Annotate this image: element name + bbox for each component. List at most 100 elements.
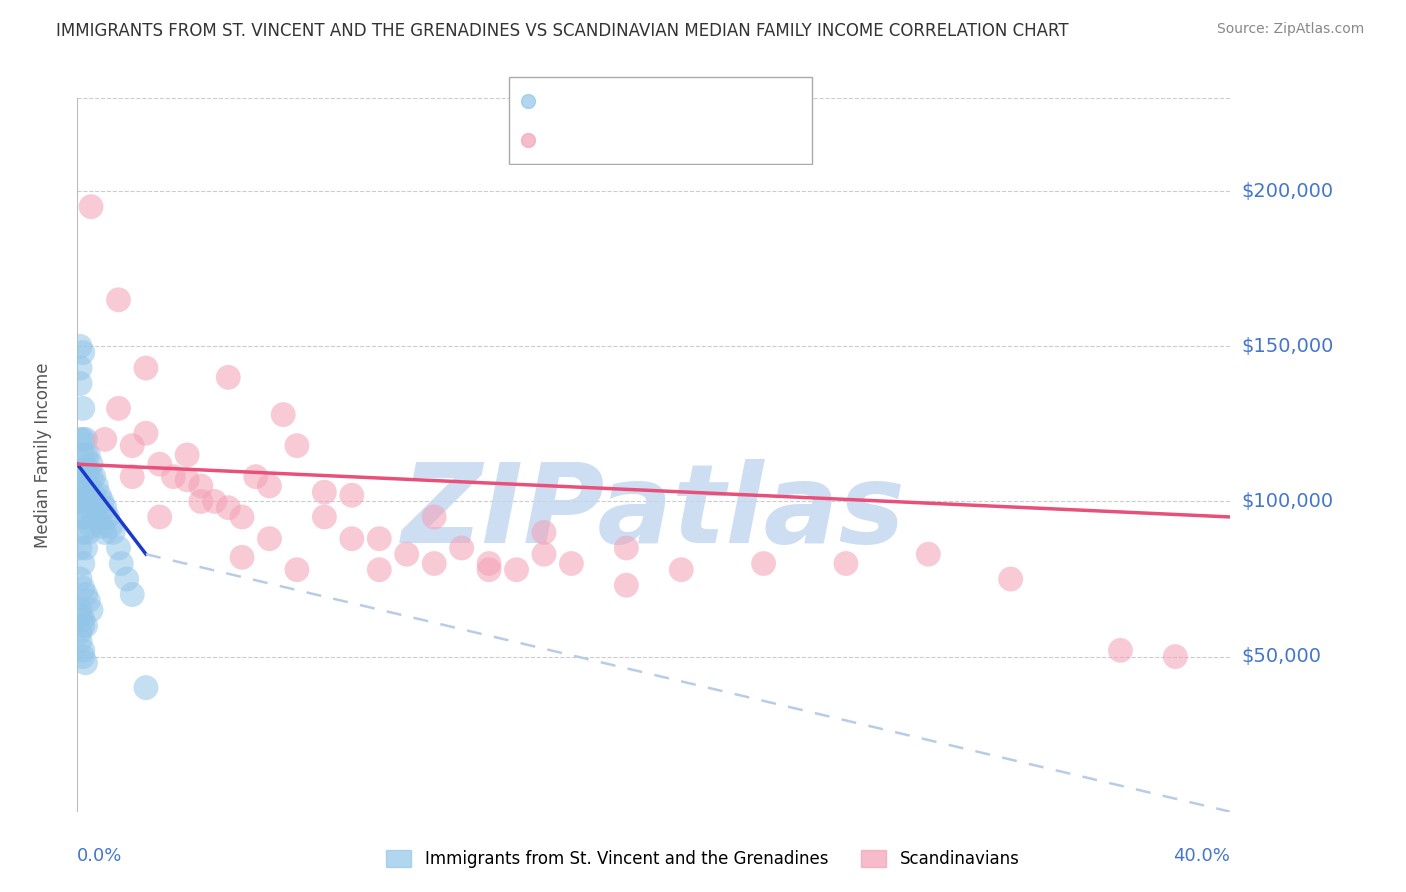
Point <box>176 448 198 462</box>
Point <box>285 439 308 453</box>
Point <box>121 439 143 453</box>
Text: IMMIGRANTS FROM ST. VINCENT AND THE GRENADINES VS SCANDINAVIAN MEDIAN FAMILY INC: IMMIGRANTS FROM ST. VINCENT AND THE GREN… <box>56 22 1069 40</box>
Point <box>80 200 103 214</box>
Point <box>1000 572 1022 586</box>
Point <box>75 510 97 524</box>
Text: N =: N = <box>676 92 713 110</box>
Point <box>83 469 105 483</box>
Point <box>69 361 91 376</box>
Point <box>75 618 97 632</box>
Text: -0.153: -0.153 <box>586 92 645 110</box>
Point <box>135 361 157 376</box>
Point <box>72 479 94 493</box>
Point <box>91 494 114 508</box>
Point <box>516 94 538 108</box>
Point <box>72 401 94 416</box>
Point <box>533 525 555 540</box>
Point <box>98 519 121 533</box>
Point <box>75 656 97 670</box>
Point <box>395 547 418 561</box>
Text: $100,000: $100,000 <box>1241 492 1333 511</box>
Point <box>516 133 538 147</box>
Point <box>80 469 103 483</box>
Point <box>69 494 91 508</box>
Point <box>259 532 281 546</box>
Point <box>77 448 100 462</box>
Point <box>72 649 94 664</box>
Point <box>671 563 693 577</box>
Point <box>423 557 446 571</box>
Point <box>72 557 94 571</box>
Legend: Immigrants from St. Vincent and the Grenadines, Scandinavians: Immigrants from St. Vincent and the Gren… <box>380 843 1026 875</box>
Point <box>77 593 100 607</box>
Point <box>423 510 446 524</box>
Point <box>75 433 97 447</box>
Point <box>89 488 111 502</box>
Text: 51: 51 <box>713 131 737 149</box>
Point <box>217 500 239 515</box>
Point <box>80 603 103 617</box>
Point <box>69 339 91 353</box>
Point <box>505 563 527 577</box>
Point <box>83 510 105 524</box>
Point <box>560 557 582 571</box>
Point <box>614 541 637 555</box>
Point <box>72 345 94 359</box>
Point <box>285 563 308 577</box>
Point <box>75 463 97 477</box>
Point <box>86 500 108 515</box>
Point <box>162 469 184 483</box>
Point <box>271 408 294 422</box>
Point <box>72 463 94 477</box>
Point <box>110 557 132 571</box>
Point <box>368 563 391 577</box>
Text: 0.0%: 0.0% <box>77 847 122 865</box>
Point <box>115 572 138 586</box>
Point <box>94 525 117 540</box>
Point <box>69 463 91 477</box>
Text: 40.0%: 40.0% <box>1174 847 1230 865</box>
Point <box>69 510 91 524</box>
Point <box>478 557 501 571</box>
Point <box>217 370 239 384</box>
Text: Source: ZipAtlas.com: Source: ZipAtlas.com <box>1216 22 1364 37</box>
Point <box>69 376 91 391</box>
Text: $150,000: $150,000 <box>1241 337 1334 356</box>
Point <box>72 618 94 632</box>
Text: $200,000: $200,000 <box>1241 182 1333 201</box>
Point <box>72 525 94 540</box>
Text: R =: R = <box>547 92 582 110</box>
Point <box>368 532 391 546</box>
Text: R =: R = <box>547 131 582 149</box>
Point <box>190 479 212 493</box>
Text: Median Family Income: Median Family Income <box>34 362 52 548</box>
Point <box>917 547 939 561</box>
Point <box>135 681 157 695</box>
Point <box>69 433 91 447</box>
Point <box>72 612 94 626</box>
Point <box>77 525 100 540</box>
Point <box>835 557 858 571</box>
Point <box>176 473 198 487</box>
Point <box>96 510 118 524</box>
Point <box>752 557 775 571</box>
Point <box>204 494 226 508</box>
Point <box>450 541 472 555</box>
Point <box>77 463 100 477</box>
Point <box>340 488 363 502</box>
Point <box>1109 643 1132 657</box>
Point <box>69 541 91 555</box>
Text: ZIPatlas: ZIPatlas <box>402 458 905 566</box>
Point <box>75 448 97 462</box>
Point <box>75 588 97 602</box>
Point <box>77 479 100 493</box>
Point <box>69 479 91 493</box>
Point <box>72 448 94 462</box>
Point <box>231 510 253 524</box>
Point <box>340 532 363 546</box>
Point <box>69 609 91 624</box>
Point <box>314 510 336 524</box>
FancyBboxPatch shape <box>509 77 813 164</box>
Point <box>80 519 103 533</box>
Point <box>75 541 97 555</box>
